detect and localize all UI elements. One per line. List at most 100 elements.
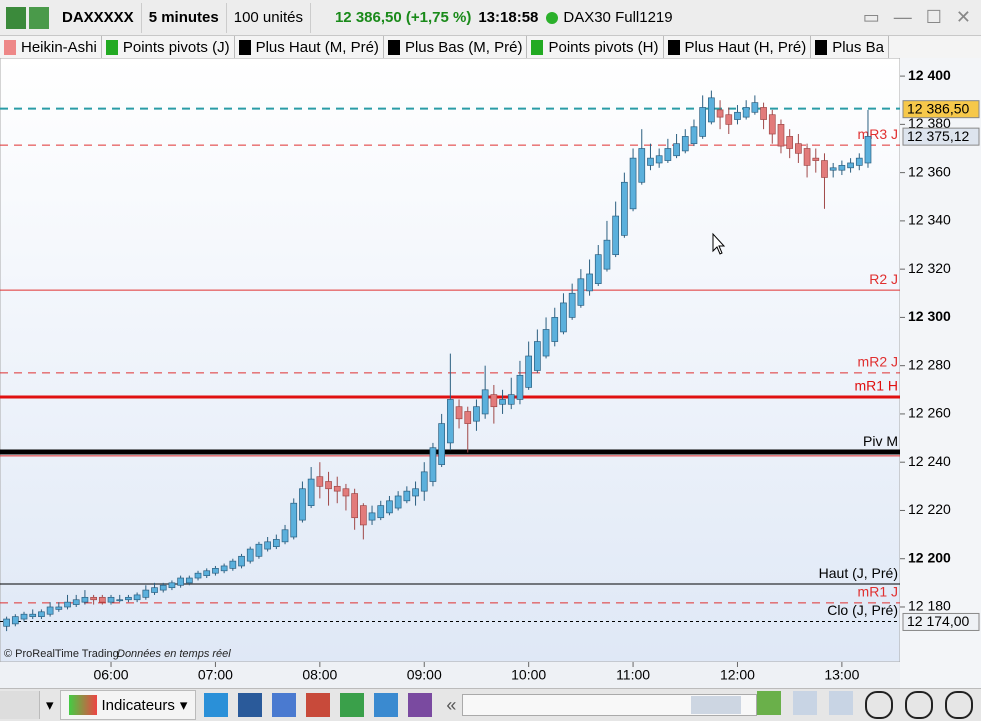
credit-note: Données en temps réel [117,648,231,660]
price-tag-label: 12 386,50 [907,100,969,116]
candle-body [438,423,445,465]
y-tick-label: 12 360 [908,163,951,179]
x-tick-label: 06:00 [93,667,128,683]
x-tick-label: 12:00 [720,667,755,683]
candle-body [368,512,376,521]
candle-body [194,572,202,579]
candle-body [429,447,437,482]
indicator-tab[interactable]: Heikin-Ashi [0,36,102,58]
candle-body [551,317,559,342]
candle-body [316,476,324,487]
candle-body [177,577,184,586]
candle-body [3,618,10,627]
collapse[interactable]: « [446,694,457,715]
chart: mR3 J R2 J mR2 J mR1 H Piv M Haut (J, Pré) mR1… [0,58,981,688]
candle-body [855,157,863,166]
y-tick-label: 12 200 [908,549,951,565]
candle-body [655,155,663,164]
indicators-button[interactable]: Indicateurs ▾ [59,690,197,720]
x-tick-label: 09:00 [407,667,442,683]
price-tag-label: 12 375,12 [907,128,969,144]
price-tag-label: 12 174,00 [907,613,969,629]
draw-tool[interactable] [0,691,41,719]
y-tick-label: 12 400 [908,67,951,83]
candle-body [151,587,158,593]
candle-body [125,596,132,601]
price-tag [902,100,980,119]
top-toolbar: DAXXXXX 5 minutes 100 unités 12 386,50 (… [0,0,981,36]
candle-body [38,611,45,617]
candle-body [203,570,211,576]
candle-body [464,411,472,424]
candle-body [638,148,646,183]
candle-body [629,157,637,210]
tab-label: Heikin-Ashi [21,38,97,56]
candle-body [246,548,254,562]
y-tick-label: 12 340 [908,212,951,228]
y-tick-label: 12 320 [908,260,951,276]
indicator-tab[interactable]: Points pivots (J) [102,36,235,58]
candle-body [821,160,828,178]
indicator-tab[interactable]: Plus Haut (M, Pré) [235,36,384,58]
quote: 12 386,50 (+1,75 %) [334,9,472,26]
indicator-tab[interactable]: Plus Bas (M, Pré) [384,36,528,58]
y-tick-label: 12 380 [908,115,951,131]
indicator-tab[interactable]: Plus Ba [811,36,889,58]
candle-body [525,355,533,388]
candle-body [560,302,567,333]
x-tick-label: 10:00 [511,667,546,683]
candle-body [786,136,794,149]
tool-icons[interactable] [196,693,440,717]
x-tick-label: 08:00 [302,667,337,683]
candle-body [64,601,71,608]
candle-body [716,109,724,118]
window-controls[interactable]: ▭ — ☐ ✕ [862,7,971,27]
indicator-tab[interactable]: Plus Haut (H, Pré) [664,36,812,58]
indicator-tabs: Heikin-Ashi Points pivots (J) Plus Haut (M… [0,36,981,59]
candle-body [690,126,698,145]
x-tick-label: 07:00 [198,667,233,683]
candle-body [664,148,672,161]
tab-swatch [667,39,680,55]
candle-body [847,162,854,169]
candle-body [490,394,498,408]
candle-body [377,505,385,519]
candle-body [647,157,654,166]
instrument[interactable]: DAXXXXX [55,2,142,33]
candle-body [412,488,419,497]
candle-body [229,560,237,569]
timeframe[interactable]: 5 minutes [142,2,227,33]
candle-body [420,471,428,492]
tab-swatch [531,39,544,55]
candle-body [281,529,289,543]
candle-body [542,329,550,357]
price-axis [900,58,981,688]
candle-body [621,181,628,236]
indicator-tab[interactable]: Points pivots (H) [527,36,664,58]
candle-body [586,273,593,292]
candle-body [220,565,228,572]
candle-body [272,539,280,548]
candle-body [46,606,54,615]
scrollbar[interactable] [462,694,757,716]
candle-body [507,394,515,405]
candle-body [829,167,837,171]
level-label: Haut (J, Pré) [819,565,898,581]
candle-body [333,485,341,492]
candle-body [708,97,715,123]
feed: DAX30 Full1219 [563,9,673,26]
candle-body [734,111,741,120]
x-tick-label: 11:00 [616,667,650,683]
zoom-icons[interactable] [757,691,981,719]
candle-body [90,596,97,601]
tab-swatch [387,39,400,55]
candle-body [760,107,767,120]
chart-type-icons[interactable] [0,6,55,29]
candle-body [20,613,28,620]
time-axis [0,662,900,688]
units[interactable]: 100 unités [227,2,311,33]
candle-body [812,157,820,161]
x-tick-label: 13:00 [824,667,859,683]
tab-swatch [815,39,828,55]
candle-body [568,292,576,318]
